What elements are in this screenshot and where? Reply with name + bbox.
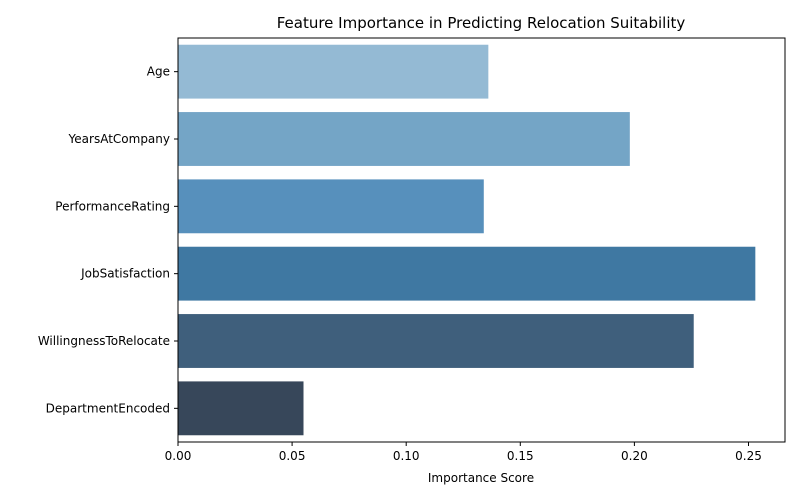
y-tick-label: PerformanceRating — [55, 199, 170, 213]
y-tick-label: Age — [147, 65, 170, 79]
x-tick-label: 0.00 — [165, 449, 192, 463]
y-tick-label: YearsAtCompany — [68, 132, 170, 146]
bar-DepartmentEncoded — [178, 381, 304, 436]
bar-YearsAtCompany — [178, 112, 630, 166]
x-tick-label: 0.20 — [621, 449, 648, 463]
chart-title: Feature Importance in Predicting Relocat… — [277, 14, 686, 32]
y-tick-label: DepartmentEncoded — [46, 401, 170, 415]
y-tick-label: WillingnessToRelocate — [38, 334, 170, 348]
plot-area: Age YearsAtCompany PerformanceRating JobSat… — [38, 37, 786, 463]
x-axis-title: Importance Score — [428, 471, 534, 485]
bar-Age — [178, 44, 489, 99]
x-tick-label: 0.15 — [507, 449, 534, 463]
x-tick-label: 0.25 — [735, 449, 762, 463]
y-tick-label: JobSatisfaction — [80, 267, 170, 281]
plot-frame — [177, 37, 786, 443]
bar-JobSatisfaction — [178, 246, 756, 301]
bar-WillingnessToRelocate — [178, 314, 694, 368]
x-tick-label: 0.05 — [279, 449, 306, 463]
bar-PerformanceRating — [178, 179, 484, 234]
x-tick-label: 0.10 — [393, 449, 420, 463]
